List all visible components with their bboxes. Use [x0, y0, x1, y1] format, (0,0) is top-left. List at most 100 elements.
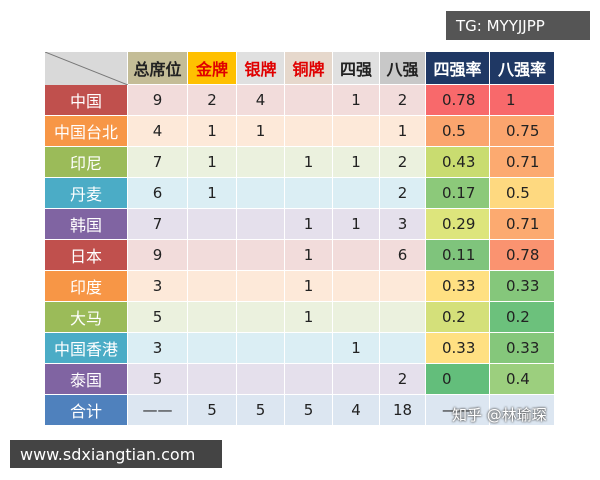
table-cell: 5 [128, 302, 188, 333]
table-cell [333, 116, 380, 147]
table-cell: 1 [285, 240, 333, 271]
table-cell [188, 240, 237, 271]
table-cell: 0.33 [490, 333, 555, 364]
table-cell [333, 364, 380, 395]
header-cell: 总席位 [128, 52, 188, 85]
table-cell: 1 [188, 116, 237, 147]
table-cell: 3 [128, 271, 188, 302]
watermark-zhihu: 知乎 @林瑜琛 [452, 406, 547, 424]
table-cell: 9 [128, 240, 188, 271]
table-cell: 1 [188, 178, 237, 209]
table-cell: —— [426, 395, 490, 426]
table-cell: 2 [380, 364, 426, 395]
table-cell: 0.33 [490, 271, 555, 302]
table-cell [285, 333, 333, 364]
table-cell: 5 [237, 395, 285, 426]
row-label: 合计 [45, 395, 128, 426]
table-cell: 18 [380, 395, 426, 426]
corner-cell [44, 51, 129, 86]
table-cell: 0.17 [426, 178, 490, 209]
table-cell [237, 271, 285, 302]
table-cell [188, 209, 237, 240]
table-cell: 1 [333, 85, 380, 116]
table-cell [188, 333, 237, 364]
row-label: 大马 [45, 302, 128, 333]
table-cell [380, 271, 426, 302]
table-cell: 0.71 [490, 209, 555, 240]
header-cell: 八强 [380, 52, 426, 85]
row-label: 中国台北 [45, 116, 128, 147]
row-label: 丹麦 [45, 178, 128, 209]
table-cell: 0.33 [426, 271, 490, 302]
table-cell: 0 [426, 364, 490, 395]
table-cell: 0.78 [490, 240, 555, 271]
table-cell: 0.5 [426, 116, 490, 147]
row-label: 印度 [45, 271, 128, 302]
table-cell [380, 302, 426, 333]
table-cell: 1 [333, 209, 380, 240]
table-cell: 0.33 [426, 333, 490, 364]
table-cell: 1 [285, 209, 333, 240]
header-cell: 八强率 [490, 52, 555, 85]
table-cell: 7 [128, 209, 188, 240]
table-cell: 0.71 [490, 147, 555, 178]
table-cell: 4 [128, 116, 188, 147]
row-label: 泰国 [45, 364, 128, 395]
table-cell [237, 333, 285, 364]
table-cell: 3 [128, 333, 188, 364]
header-cell: 金牌 [188, 52, 237, 85]
table-cell [188, 271, 237, 302]
table-cell: 6 [128, 178, 188, 209]
table-cell: 0.2 [490, 302, 555, 333]
table-cell [285, 116, 333, 147]
table-cell [490, 395, 555, 426]
table-cell: 0.43 [426, 147, 490, 178]
row-label: 中国 [45, 85, 128, 116]
table-cell: 0.75 [490, 116, 555, 147]
table-cell: 1 [380, 116, 426, 147]
table-cell: 6 [380, 240, 426, 271]
diagonal [44, 51, 129, 86]
header-cell: 银牌 [237, 52, 285, 85]
table-cell [333, 302, 380, 333]
table-cell: 5 [128, 364, 188, 395]
table-cell: 2 [380, 147, 426, 178]
table-cell [285, 178, 333, 209]
table-cell: 1 [285, 302, 333, 333]
table-cell: 1 [333, 147, 380, 178]
table-cell [237, 240, 285, 271]
table-cell: 5 [285, 395, 333, 426]
table-cell [333, 271, 380, 302]
table-cell: 1 [285, 271, 333, 302]
table-cell [188, 302, 237, 333]
table-cell [237, 147, 285, 178]
table-cell [188, 364, 237, 395]
table-cell: 1 [333, 333, 380, 364]
table-cell: 9 [128, 85, 188, 116]
table-cell: 3 [380, 209, 426, 240]
table-cell [237, 178, 285, 209]
table-cell: 0.5 [490, 178, 555, 209]
table-cell: 1 [285, 147, 333, 178]
table-cell [333, 178, 380, 209]
table-cell: 2 [380, 178, 426, 209]
table-cell [237, 302, 285, 333]
row-label: 印尼 [45, 147, 128, 178]
header-cell: 四强 [333, 52, 380, 85]
table-cell [333, 240, 380, 271]
table: 总席位 金牌 银牌 铜牌 四强 八强 四强率 八强率 中国 9 2 4 1 2 0.78 1 中国台北 4 1 1 1 0… [44, 51, 555, 426]
table-cell: 5 [188, 395, 237, 426]
table-cell [237, 209, 285, 240]
table-cell: 4 [237, 85, 285, 116]
table-cell [285, 364, 333, 395]
table-cell: 0.29 [426, 209, 490, 240]
table-cell: 7 [128, 147, 188, 178]
table-cell: 0.11 [426, 240, 490, 271]
row-label: 韩国 [45, 209, 128, 240]
table-cell: 4 [333, 395, 380, 426]
table-cell [285, 85, 333, 116]
watermark-site: www.sdxiangtian.com [10, 440, 222, 468]
table-cell: 1 [188, 147, 237, 178]
table-cell [237, 364, 285, 395]
